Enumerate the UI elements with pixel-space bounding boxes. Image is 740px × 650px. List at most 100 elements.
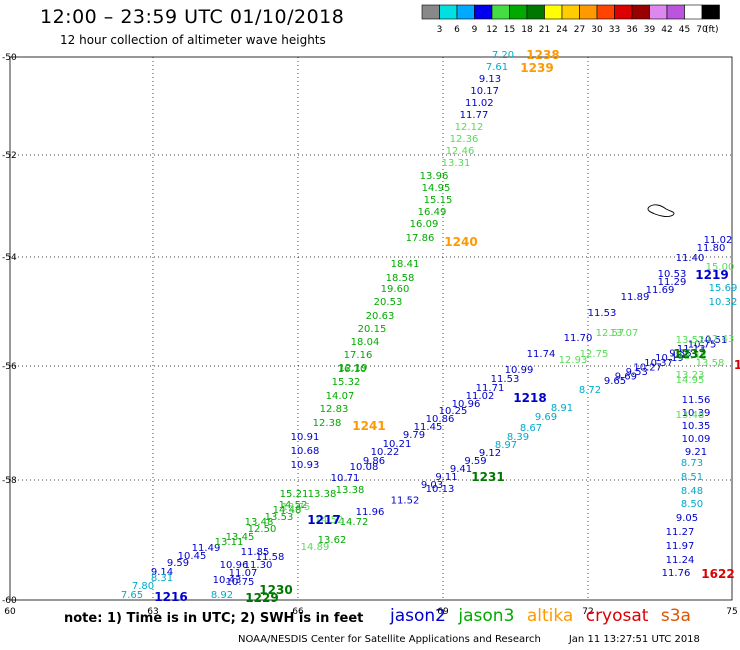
- swh-value-label: 11.07: [229, 568, 258, 579]
- color-bin-label: 42: [661, 25, 672, 35]
- swh-value-label: 18.41: [391, 259, 420, 270]
- swh-value-label: 10.96: [220, 560, 249, 571]
- swh-value-label: 13.48: [676, 410, 705, 421]
- swh-value-label: 11.13: [677, 344, 706, 355]
- color-bin-label: 3: [437, 25, 443, 35]
- swh-value-label: 12.75: [580, 349, 609, 360]
- swh-value-label: 10.93: [291, 460, 320, 471]
- swh-value-label: 10.21: [383, 439, 412, 450]
- swh-value-label: 10.19: [655, 353, 684, 364]
- swh-value-label: 9.65: [604, 376, 626, 387]
- lon-tick-label: 75: [726, 607, 737, 617]
- legend-jason3: jason3: [458, 606, 515, 626]
- swh-value-label: 14.89: [301, 542, 330, 553]
- swh-value-label: 10.71: [331, 473, 360, 484]
- swh-value-label: 9.21: [685, 447, 707, 458]
- swh-value-label: 13.52: [676, 335, 705, 346]
- swh-value-label: 12.43: [706, 334, 735, 345]
- swh-value-label: 8.97: [495, 440, 517, 451]
- swh-value-label: 8.92: [211, 590, 233, 601]
- swh-value-label: 20.53: [374, 297, 403, 308]
- swh-value-label: 15.21: [280, 489, 309, 500]
- swh-value-label: 8.48: [681, 486, 703, 497]
- swh-value-label: 11.70: [564, 333, 593, 344]
- color-bin-label: 15: [504, 25, 515, 35]
- color-scale-bar: 3 6 9 12 15 18 21 24 27 30 33 36 39 42 45 70(ft): [421, 4, 720, 35]
- swh-value-label: 14.48: [273, 505, 302, 516]
- color-bin-label: 33: [609, 25, 620, 35]
- pass-id-label: 1216: [154, 590, 187, 604]
- pass-id-label: 1218: [513, 391, 546, 405]
- swh-value-label: 18.04: [351, 337, 380, 348]
- swh-value-label: 13.75: [282, 502, 311, 513]
- swh-value-label: 10.75: [226, 577, 255, 588]
- swh-value-label: 16.10: [338, 364, 367, 375]
- swh-value-label: 9.79: [403, 430, 425, 441]
- lon-tick-label: 63: [147, 607, 158, 617]
- swh-value-label: 15.32: [332, 377, 361, 388]
- map-frame: [9, 56, 733, 601]
- swh-value-label: 12.57: [596, 328, 625, 339]
- swh-value-label: 10.45: [178, 551, 207, 562]
- swh-value-label: 13.23: [676, 370, 705, 381]
- swh-value-label: 10.37: [644, 358, 673, 369]
- color-bin-label: 27: [574, 25, 585, 35]
- swh-value-label: 9.53: [626, 367, 648, 378]
- swh-value-label: 20.15: [358, 324, 387, 335]
- swh-value-label: 10.68: [291, 446, 320, 457]
- swh-value-label: 11.52: [391, 496, 420, 507]
- swh-value-label: 11.69: [646, 285, 675, 296]
- color-bin-label: 18: [521, 25, 533, 35]
- swh-value-label: 13.62: [318, 535, 347, 546]
- swh-value-label: 14.95: [676, 375, 705, 386]
- swh-value-label: 8.51: [681, 472, 703, 483]
- swh-value-label: 11.56: [682, 395, 711, 406]
- swh-value-label: 10.08: [350, 462, 379, 473]
- swh-value-label: 11.76: [662, 568, 691, 579]
- swh-value-label: 13.45: [226, 532, 255, 543]
- swh-value-label: 11.30: [244, 560, 273, 571]
- lat-tick-label: -54: [2, 253, 17, 263]
- swh-value-label: 10.13: [426, 484, 455, 495]
- swh-value-label: 11.97: [666, 541, 695, 552]
- swh-value-label: 12.12: [455, 122, 484, 133]
- swh-value-label: 10.22: [371, 447, 400, 458]
- swh-value-label: 10.53: [658, 269, 687, 280]
- swh-value-label: 13.31: [442, 158, 471, 169]
- color-bin-label: 70: [696, 25, 708, 35]
- credits-org: NOAA/NESDIS Center for Satellite Applica…: [238, 634, 541, 645]
- swh-value-label: 11.29: [658, 277, 687, 288]
- swh-value-label: 14.95: [422, 183, 451, 194]
- swh-value-label: 15.00: [706, 262, 735, 273]
- pass-id-label: 1238: [526, 48, 559, 62]
- color-bin-label: 21: [539, 25, 550, 35]
- swh-value-label: 9.59: [167, 558, 189, 569]
- swh-value-label: 11.45: [414, 422, 443, 433]
- swh-value-label: 14.52: [315, 515, 344, 526]
- page-subtitle: 12 hour collection of altimeter wave hei…: [60, 33, 326, 47]
- swh-value-label: 8.31: [151, 573, 173, 584]
- swh-value-label: 8.50: [681, 499, 703, 510]
- swh-value-label: 17.16: [344, 350, 373, 361]
- swh-value-label: 10.51: [699, 335, 728, 346]
- lat-tick-label: -56: [2, 362, 17, 372]
- swh-value-label: 9.12: [479, 448, 501, 459]
- swh-value-label: 10.75: [688, 340, 717, 351]
- lat-tick-label: -52: [2, 151, 17, 161]
- pass-id-label: 1230: [259, 583, 292, 597]
- swh-value-label: 8.67: [520, 423, 542, 434]
- swh-value-label: 9.86: [669, 349, 691, 360]
- swh-value-label: 11.02: [704, 235, 733, 246]
- lon-tick-label: 69: [437, 607, 449, 617]
- swh-value-label: 10.32: [709, 297, 738, 308]
- swh-value-label: 11.02: [466, 391, 495, 402]
- swh-value-label: 9.05: [676, 513, 698, 524]
- pass-id-label: 1239: [520, 61, 553, 75]
- swh-value-label: 7.65: [121, 590, 143, 601]
- swh-value-label: 10.96: [452, 399, 481, 410]
- swh-value-label: 17.86: [406, 233, 435, 244]
- pass-id-label: 1219: [695, 268, 728, 282]
- swh-value-label: 10.25: [439, 406, 468, 417]
- color-bin-label: 45: [679, 25, 690, 35]
- swh-value-label: 13.58: [696, 358, 725, 369]
